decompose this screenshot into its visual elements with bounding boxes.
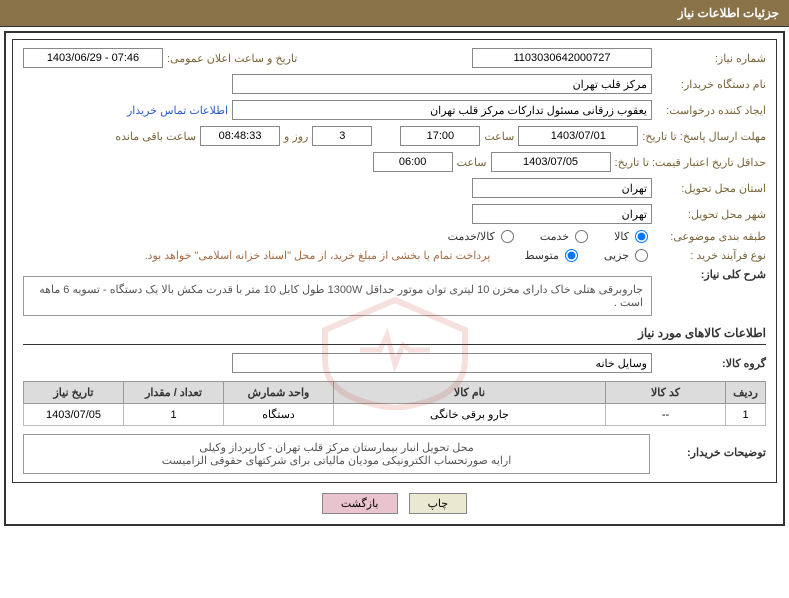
cell-code: -- — [606, 404, 726, 426]
radio-medium[interactable] — [565, 249, 578, 262]
label-process: نوع فرآیند خرید : — [656, 249, 766, 262]
province-field[interactable] — [472, 178, 652, 198]
label-province: استان محل تحویل: — [656, 182, 766, 195]
label-need-desc: شرح کلی نیاز: — [656, 268, 766, 281]
print-button[interactable]: چاپ — [409, 493, 468, 514]
payment-note: پرداخت تمام یا بخشی از مبلغ خرید، از محل… — [145, 249, 491, 262]
table-header-row: ردیف کد کالا نام کالا واحد شمارش تعداد /… — [24, 382, 766, 404]
label-goods-group: گروه کالا: — [656, 357, 766, 370]
header-title: جزئیات اطلاعات نیاز — [678, 6, 779, 20]
page-header: جزئیات اطلاعات نیاز — [0, 0, 789, 27]
goods-group-field[interactable] — [232, 353, 652, 373]
city-field[interactable] — [472, 204, 652, 224]
back-button[interactable]: بازگشت — [322, 493, 398, 514]
radio-minor[interactable] — [635, 249, 648, 262]
radio-service-label: خدمت — [540, 230, 569, 243]
radio-service[interactable] — [575, 230, 588, 243]
table-row: 1 -- جارو برقی خانگی دستگاه 1 1403/07/05 — [24, 404, 766, 426]
remaining-hours-field[interactable] — [200, 126, 280, 146]
th-qty: تعداد / مقدار — [124, 382, 224, 404]
cell-num: 1 — [726, 404, 766, 426]
row-buyer-notes: توضیحات خریدار: محل تحویل انبار بیمارستا… — [23, 434, 766, 474]
label-buyer-notes: توضیحات خریدار: — [656, 434, 766, 459]
label-remain: ساعت باقی مانده — [115, 130, 196, 143]
cell-date: 1403/07/05 — [24, 404, 124, 426]
row-goods-group: گروه کالا: — [23, 353, 766, 373]
th-num: ردیف — [726, 382, 766, 404]
need-desc-box: جاروبرقی هتلی خاک دارای مخزن 10 لیتری تو… — [23, 276, 652, 316]
label-announce: تاریخ و ساعت اعلان عمومی: — [167, 52, 297, 65]
row-deadline: مهلت ارسال پاسخ: تا تاریخ: ساعت روز و سا… — [23, 126, 766, 146]
label-need-number: شماره نیاز: — [656, 52, 766, 65]
label-city: شهر محل تحویل: — [656, 208, 766, 221]
buyer-org-field[interactable] — [232, 74, 652, 94]
deadline-time-field[interactable] — [400, 126, 480, 146]
cell-qty: 1 — [124, 404, 224, 426]
outer-frame: شماره نیاز: تاریخ و ساعت اعلان عمومی: نا… — [4, 31, 785, 526]
label-days-word: روز و — [284, 130, 308, 143]
button-row: چاپ بازگشت — [6, 493, 783, 514]
contact-link[interactable]: اطلاعات تماس خریدار — [127, 104, 228, 117]
deadline-date-field[interactable] — [518, 126, 638, 146]
radio-medium-label: متوسط — [524, 249, 559, 262]
radio-minor-label: جزیی — [604, 249, 629, 262]
row-category: طبقه بندی موضوعی: کالا خدمت کالا/خدمت — [23, 230, 766, 243]
th-name: نام کالا — [334, 382, 606, 404]
row-buyer-org: نام دستگاه خریدار: — [23, 74, 766, 94]
row-need-desc: شرح کلی نیاز: جاروبرقی هتلی خاک دارای مخ… — [23, 268, 766, 316]
row-price-validity: حداقل تاریخ اعتبار قیمت: تا تاریخ: ساعت — [23, 152, 766, 172]
requester-field[interactable] — [232, 100, 652, 120]
th-date: تاریخ نیاز — [24, 382, 124, 404]
price-validity-time-field[interactable] — [373, 152, 453, 172]
remaining-days-field[interactable] — [312, 126, 372, 146]
label-pv-timeword: ساعت — [457, 156, 487, 169]
goods-table: ردیف کد کالا نام کالا واحد شمارش تعداد /… — [23, 381, 766, 426]
row-province: استان محل تحویل: — [23, 178, 766, 198]
radio-goods[interactable] — [635, 230, 648, 243]
need-number-field[interactable] — [472, 48, 652, 68]
row-need-number: شماره نیاز: تاریخ و ساعت اعلان عمومی: — [23, 48, 766, 68]
label-price-validity: حداقل تاریخ اعتبار قیمت: تا تاریخ: — [615, 156, 766, 169]
row-city: شهر محل تحویل: — [23, 204, 766, 224]
buyer-notes-line1: محل تحویل انبار بیمارستان مرکز قلب تهران… — [32, 441, 641, 454]
price-validity-date-field[interactable] — [491, 152, 611, 172]
radio-goods-label: کالا — [614, 230, 629, 243]
cell-unit: دستگاه — [224, 404, 334, 426]
label-requester: ایجاد کننده درخواست: — [656, 104, 766, 117]
label-deadline-timeword: ساعت — [484, 130, 514, 143]
cell-name: جارو برقی خانگی — [334, 404, 606, 426]
label-category: طبقه بندی موضوعی: — [656, 230, 766, 243]
radio-both-label: کالا/خدمت — [448, 230, 495, 243]
radio-both[interactable] — [501, 230, 514, 243]
label-buyer-org: نام دستگاه خریدار: — [656, 78, 766, 91]
goods-section-title: اطلاعات کالاهای مورد نیاز — [23, 326, 766, 345]
th-code: کد کالا — [606, 382, 726, 404]
announce-date-field[interactable] — [23, 48, 163, 68]
row-process: نوع فرآیند خرید : جزیی متوسط پرداخت تمام… — [23, 249, 766, 262]
label-deadline: مهلت ارسال پاسخ: تا تاریخ: — [642, 130, 766, 143]
form-panel: شماره نیاز: تاریخ و ساعت اعلان عمومی: نا… — [12, 39, 777, 483]
buyer-notes-box: محل تحویل انبار بیمارستان مرکز قلب تهران… — [23, 434, 650, 474]
th-unit: واحد شمارش — [224, 382, 334, 404]
buyer-notes-line2: ارایه صورتحساب الکترونیکی مودیان مالیاتی… — [32, 454, 641, 467]
row-requester: ایجاد کننده درخواست: اطلاعات تماس خریدار — [23, 100, 766, 120]
